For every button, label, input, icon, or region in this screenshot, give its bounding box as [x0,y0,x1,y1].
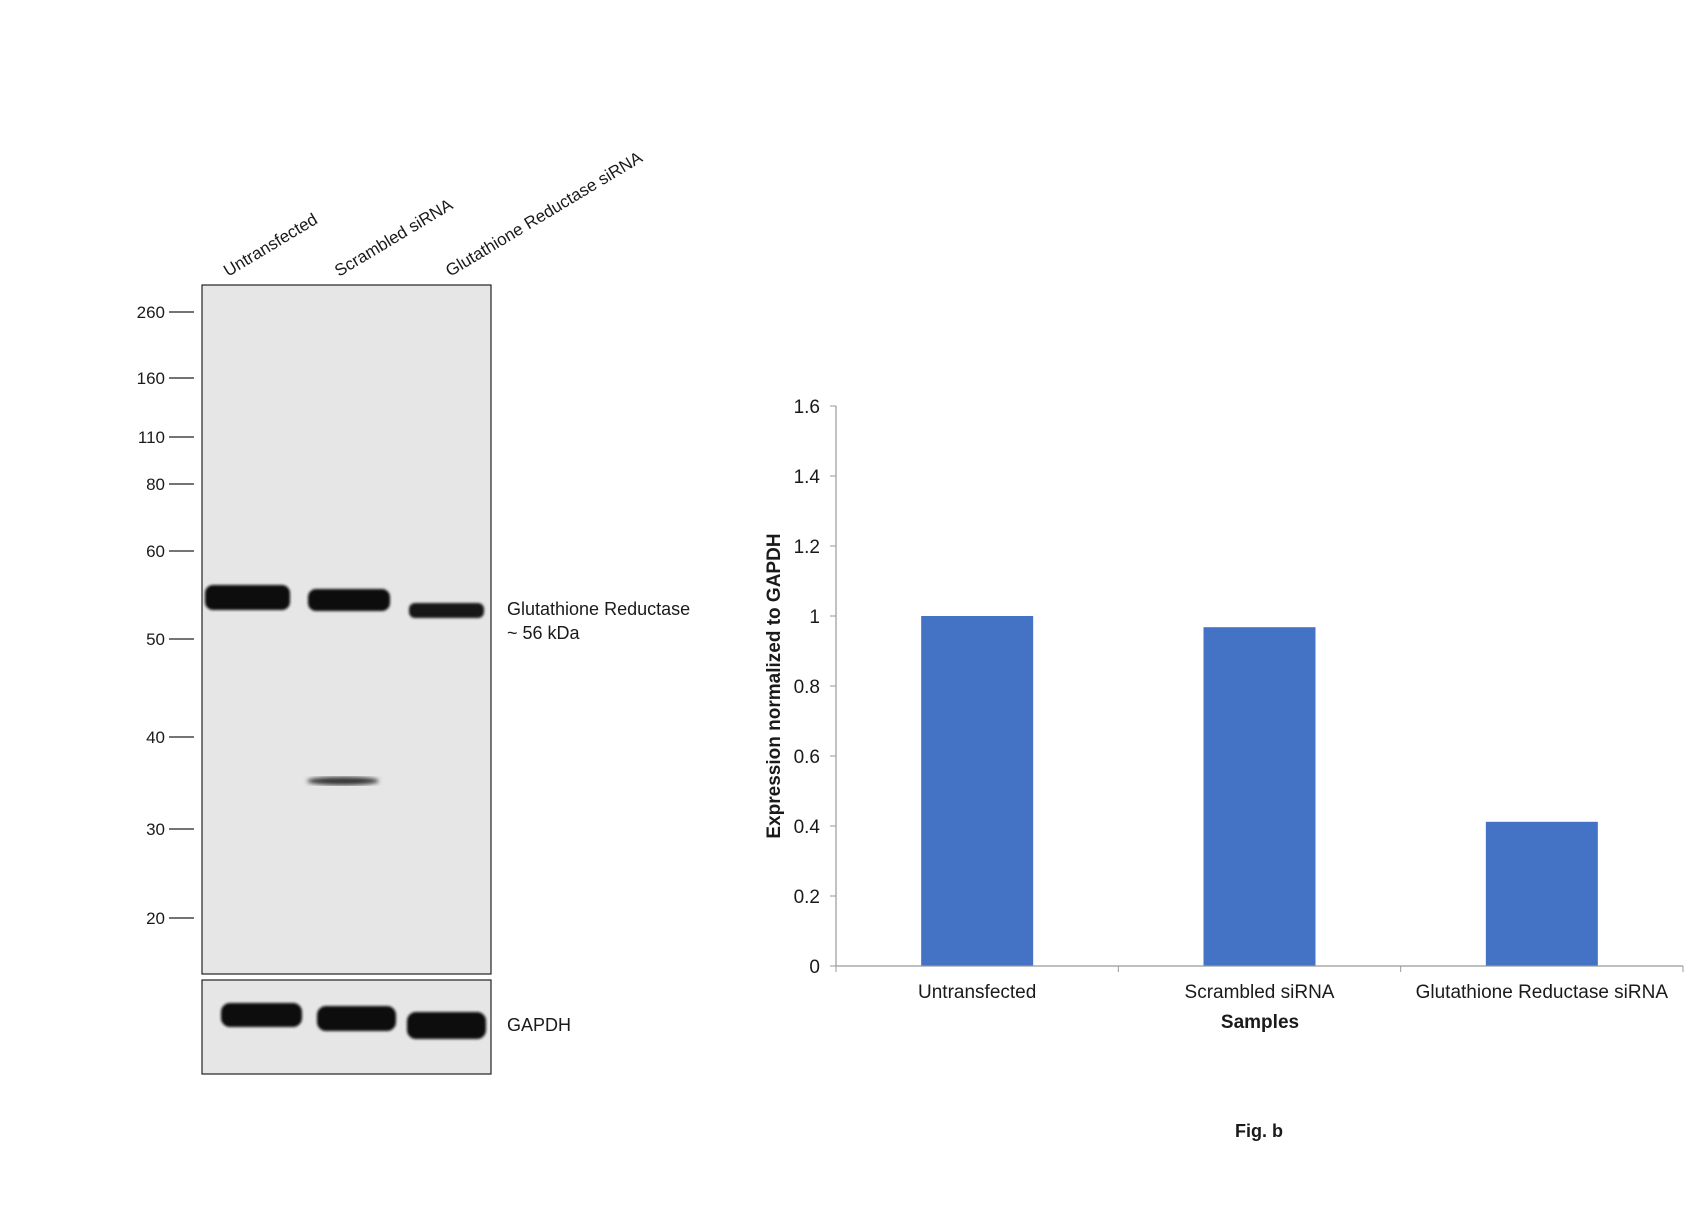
western-blot: Untransfected Scrambled siRNAGlutathione … [137,147,690,1075]
band-scrambled [308,589,390,611]
bar-untransfected [921,616,1034,966]
mw-marker-label: 30 [146,820,165,839]
mw-marker-label: 40 [146,728,165,747]
lane-label: Glutathione Reductase siRNA [442,147,646,280]
x-tick-label: Untransfected [918,982,1036,1003]
blot-main-membrane [201,284,492,975]
target-size: ~ 56 kDa [507,623,581,643]
target-label: Glutathione Reductase [507,599,690,619]
y-tick-label: 1.2 [794,537,820,558]
y-tick-label: 1 [809,607,820,628]
y-axis-label: Expression normalized to GAPDH [764,533,785,838]
y-tick-label: 1.4 [794,467,821,488]
y-tick-label: 0.4 [794,817,821,838]
lane-label: Untransfected [220,210,321,281]
bar-scrambled-sirna [1203,627,1316,966]
x-tick-label: Scrambled siRNA [1185,982,1335,1003]
y-tick-label: 1.6 [794,397,820,418]
x-axis-label: Samples [1221,1012,1299,1033]
lane-label: Scrambled siRNA [331,195,456,281]
mw-marker-label: 160 [137,369,165,388]
mw-marker-label: 80 [146,475,165,494]
y-tick-label: 0 [809,957,820,978]
gapdh-band-knockdown [407,1012,486,1039]
bar-glutathione-reductase-sirna [1485,821,1598,966]
bar-chart: 0 0.2 0.4 0.6 0.8 1 1.2 1.4 1.6 Untransfected Scr… [764,397,1684,1033]
y-tick-label: 0.2 [794,887,820,908]
loading-control-label: GAPDH [507,1015,571,1035]
gapdh-band-scrambled [317,1006,396,1031]
y-tick-label: 0.6 [794,747,820,768]
mw-marker-label: 50 [146,630,165,649]
gapdh-band-untransfected [221,1003,302,1027]
mw-marker-label: 110 [138,428,165,447]
mw-marker-label: 60 [146,542,165,561]
figure-caption: Fig. b [1235,1121,1283,1141]
mw-marker-label: 260 [137,303,165,322]
band-knockdown [409,603,484,618]
x-tick-label: Glutathione Reductase siRNA [1416,982,1669,1003]
y-tick-label: 0.8 [794,677,820,698]
mw-marker-label: 20 [146,909,165,928]
band-untransfected [205,585,290,610]
faint-band-scrambled [307,777,379,785]
